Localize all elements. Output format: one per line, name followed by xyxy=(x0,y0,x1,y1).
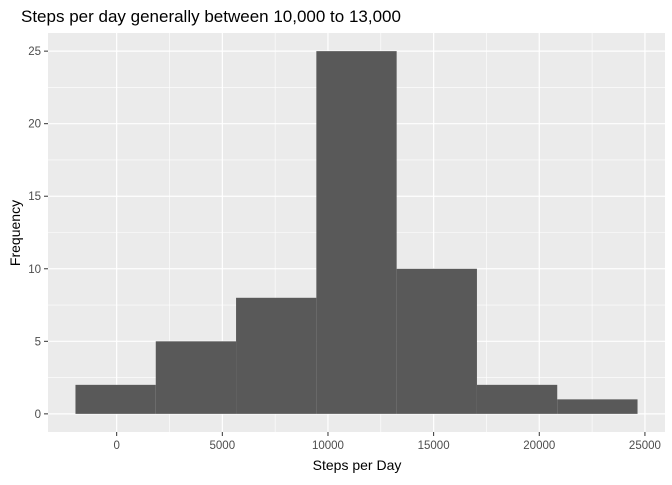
y-tick-label: 20 xyxy=(28,119,41,131)
histogram-bars xyxy=(75,51,638,414)
y-tick-label: 15 xyxy=(28,191,41,203)
histogram-bar-1 xyxy=(75,384,156,414)
x-axis-title: Steps per Day xyxy=(313,457,402,473)
histogram-bar-5 xyxy=(396,268,477,414)
x-axis: 0 5000 10000 15000 20000 25000 xyxy=(113,432,661,452)
x-tick-label: 15000 xyxy=(418,440,450,452)
x-tick-label: 10000 xyxy=(312,440,344,452)
x-tick-label: 5000 xyxy=(210,440,236,452)
y-tick-label: 0 xyxy=(35,409,41,421)
histogram-bar-7 xyxy=(557,399,638,414)
x-tick-label: 0 xyxy=(113,440,119,452)
histogram-bar-2 xyxy=(155,341,237,414)
x-tick-label: 25000 xyxy=(629,440,661,452)
y-tick-label: 10 xyxy=(28,264,41,276)
y-axis-title: Frequency xyxy=(7,200,23,266)
histogram-bar-4 xyxy=(316,51,397,414)
histogram-bar-6 xyxy=(476,384,558,414)
y-tick-label: 25 xyxy=(28,46,41,58)
y-axis: 0 5 10 15 20 25 xyxy=(28,46,48,421)
y-tick-label: 5 xyxy=(35,336,41,348)
chart-title: Steps per day generally between 10,000 t… xyxy=(21,7,401,26)
histogram-bar-3 xyxy=(236,297,317,414)
x-tick-label: 20000 xyxy=(523,440,555,452)
